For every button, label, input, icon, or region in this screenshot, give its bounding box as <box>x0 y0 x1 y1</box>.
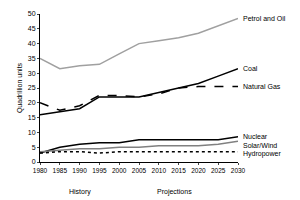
svg-text:2025: 2025 <box>211 167 226 174</box>
svg-text:0: 0 <box>32 158 36 165</box>
svg-text:Coal: Coal <box>243 65 258 72</box>
svg-text:2010: 2010 <box>152 167 167 174</box>
svg-text:50: 50 <box>28 10 36 17</box>
svg-text:Petrol and Oil: Petrol and Oil <box>243 15 286 22</box>
svg-text:Quadrillion units: Quadrillion units <box>16 62 24 113</box>
svg-text:1995: 1995 <box>92 167 107 174</box>
svg-text:2005: 2005 <box>132 167 147 174</box>
svg-text:History: History <box>69 188 91 196</box>
svg-text:2000: 2000 <box>112 167 127 174</box>
svg-text:1980: 1980 <box>33 167 48 174</box>
svg-text:Natural Gas: Natural Gas <box>243 83 281 90</box>
svg-text:20: 20 <box>28 99 36 106</box>
svg-text:1990: 1990 <box>72 167 87 174</box>
svg-text:40: 40 <box>28 40 36 47</box>
svg-text:2020: 2020 <box>191 167 206 174</box>
svg-text:35: 35 <box>28 55 36 62</box>
svg-text:5: 5 <box>32 144 36 151</box>
svg-text:15: 15 <box>28 114 36 121</box>
svg-text:1985: 1985 <box>53 167 68 174</box>
svg-text:2030: 2030 <box>231 167 246 174</box>
svg-text:30: 30 <box>28 70 36 77</box>
svg-text:Nuclear: Nuclear <box>243 133 268 140</box>
svg-text:Solar/Wind: Solar/Wind <box>243 142 277 149</box>
svg-text:2015: 2015 <box>171 167 186 174</box>
svg-text:45: 45 <box>28 25 36 32</box>
svg-text:10: 10 <box>28 129 36 136</box>
svg-text:25: 25 <box>28 84 36 91</box>
svg-text:Projections: Projections <box>157 188 192 196</box>
svg-text:Hydropower: Hydropower <box>243 150 281 158</box>
